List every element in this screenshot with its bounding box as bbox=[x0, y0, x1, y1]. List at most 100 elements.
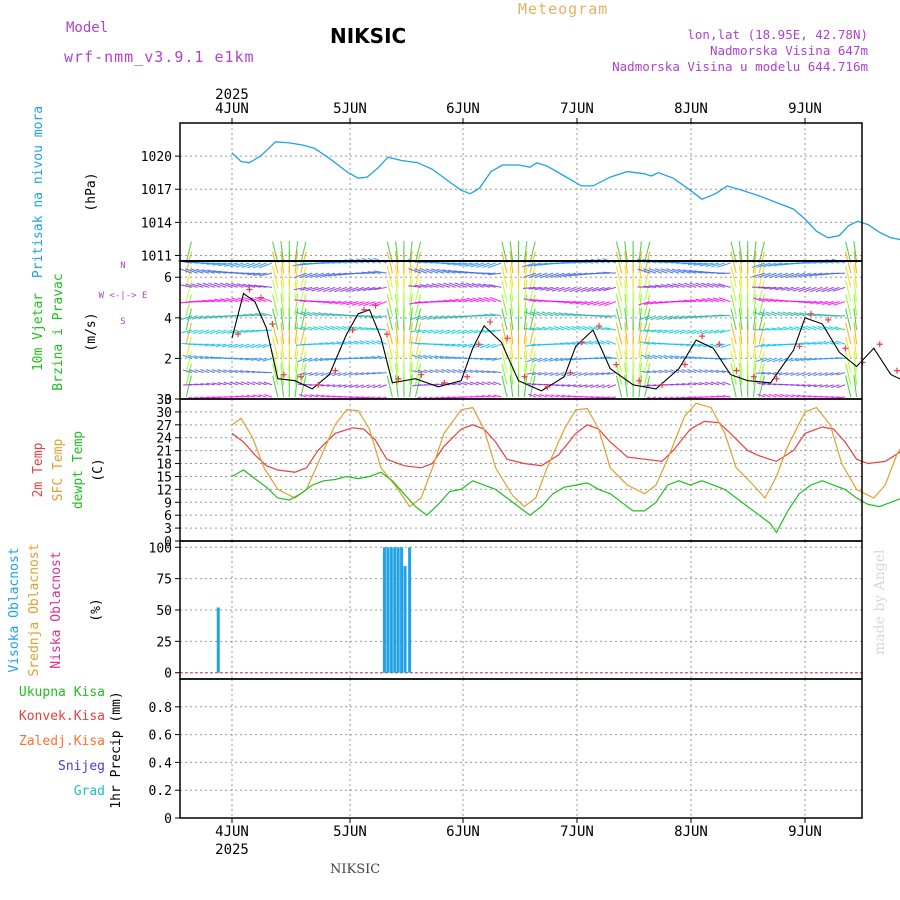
wind-arrow bbox=[414, 268, 428, 274]
wind-arrow bbox=[394, 241, 399, 264]
wind-arrow bbox=[433, 329, 445, 334]
wind-arrow bbox=[203, 315, 215, 320]
wind-arrow bbox=[639, 329, 651, 332]
wind-gust-marker bbox=[716, 341, 723, 348]
wind-arrow bbox=[280, 350, 285, 373]
wind-arrow bbox=[280, 322, 285, 345]
wind-arrow bbox=[476, 262, 491, 268]
wind-arrow bbox=[551, 286, 565, 292]
wind-arrow bbox=[624, 279, 628, 302]
wind-arrow bbox=[714, 329, 725, 334]
wind-arrow bbox=[527, 393, 536, 398]
wind-arrow bbox=[386, 351, 393, 373]
wind-arrow bbox=[534, 272, 548, 279]
wind-arrow bbox=[738, 350, 743, 373]
wind-arrow bbox=[738, 362, 743, 385]
wind-gust-marker bbox=[257, 294, 264, 301]
wind-arrow bbox=[414, 363, 422, 385]
wind-arrow bbox=[530, 327, 542, 331]
series-layer bbox=[180, 141, 900, 674]
wind-arrow bbox=[394, 336, 399, 359]
top-year-label: 2025 bbox=[215, 87, 249, 103]
wind-arrow bbox=[819, 384, 829, 388]
wind-arrow bbox=[615, 241, 623, 264]
wind-arrow bbox=[450, 329, 462, 335]
wind-arrow bbox=[648, 268, 662, 274]
wind-arrow bbox=[660, 283, 674, 288]
wind-arrow bbox=[761, 372, 771, 375]
wind-arrow bbox=[676, 383, 685, 386]
wind-arrow bbox=[280, 279, 285, 302]
wind-arrow bbox=[828, 326, 840, 331]
wind-arrow bbox=[764, 298, 777, 303]
wind-arrow bbox=[605, 340, 617, 345]
wind-arrow bbox=[624, 350, 628, 373]
wind-arrow bbox=[705, 262, 720, 267]
wind-arrow bbox=[650, 329, 662, 333]
wind-arrow bbox=[768, 262, 783, 267]
wind-arrow bbox=[475, 381, 485, 386]
wind-arrow bbox=[624, 308, 628, 331]
wind-arrow bbox=[386, 336, 393, 359]
wind-arrow bbox=[558, 312, 571, 317]
wind-arrow bbox=[801, 357, 811, 362]
wind-arrow bbox=[853, 241, 858, 264]
wind-arrow bbox=[821, 286, 834, 293]
wind-gust-marker bbox=[235, 331, 241, 338]
wind-gust-marker bbox=[280, 371, 287, 378]
wind-arrow bbox=[802, 384, 811, 387]
wind-arrow bbox=[421, 315, 433, 321]
y-tick-label: 0.6 bbox=[149, 729, 172, 744]
wind-arrow bbox=[336, 325, 347, 331]
wind-arrow bbox=[605, 327, 617, 331]
wind-arrow bbox=[200, 383, 210, 386]
wind-arrow bbox=[806, 357, 817, 361]
wind-arrow bbox=[241, 395, 250, 398]
wind-arrow bbox=[698, 369, 708, 374]
wind-arrow bbox=[758, 375, 765, 398]
wind-arrow bbox=[603, 286, 617, 292]
wind-arrow bbox=[523, 375, 528, 398]
wind-arrow bbox=[553, 311, 565, 317]
wind-arrow bbox=[304, 394, 313, 398]
y-tick-label: 1014 bbox=[141, 216, 172, 231]
wind-arrow bbox=[567, 384, 576, 387]
wind-arrow bbox=[775, 272, 788, 279]
wind-arrow bbox=[644, 322, 651, 345]
wind-arrow bbox=[831, 384, 840, 389]
wind-arrow bbox=[660, 268, 674, 274]
wind-arrow bbox=[823, 340, 834, 345]
wind-arrow bbox=[409, 301, 422, 305]
wind-arrow bbox=[667, 315, 680, 320]
top-day-label: 8JUN bbox=[674, 101, 708, 117]
station-title: NIKSIC bbox=[330, 24, 407, 48]
wind-arrow bbox=[227, 343, 238, 348]
wind-gust-marker bbox=[372, 302, 379, 309]
wind-arrow bbox=[249, 313, 261, 317]
wind-arrow bbox=[624, 293, 628, 316]
wind-arrow bbox=[320, 372, 330, 377]
wind-arrow bbox=[361, 384, 370, 389]
wind-arrow bbox=[791, 394, 800, 398]
wind-arrow bbox=[640, 341, 651, 345]
wind-arrow bbox=[225, 297, 238, 303]
wind-arrow bbox=[415, 329, 427, 333]
compass-s: S bbox=[120, 317, 125, 327]
wind-arrow bbox=[693, 382, 702, 386]
wind-arrow bbox=[755, 357, 766, 363]
wind-arrow bbox=[656, 329, 668, 333]
wind-arrow bbox=[592, 301, 605, 306]
wind-gust-marker bbox=[349, 327, 356, 334]
wind-arrow bbox=[437, 300, 450, 303]
wind-title: 10m Vjetar bbox=[31, 293, 46, 371]
wind-arrow bbox=[311, 286, 324, 292]
wind-arrow bbox=[440, 355, 450, 359]
wind-arrow bbox=[351, 301, 364, 306]
wind-arrow bbox=[452, 382, 462, 386]
wind-arrow bbox=[462, 329, 473, 335]
wind-arrow bbox=[357, 301, 370, 306]
wind-arrow bbox=[794, 326, 806, 331]
wind-arrow bbox=[765, 311, 777, 317]
wind-arrow bbox=[687, 262, 702, 266]
pressure-unit: (hPa) bbox=[84, 172, 99, 211]
